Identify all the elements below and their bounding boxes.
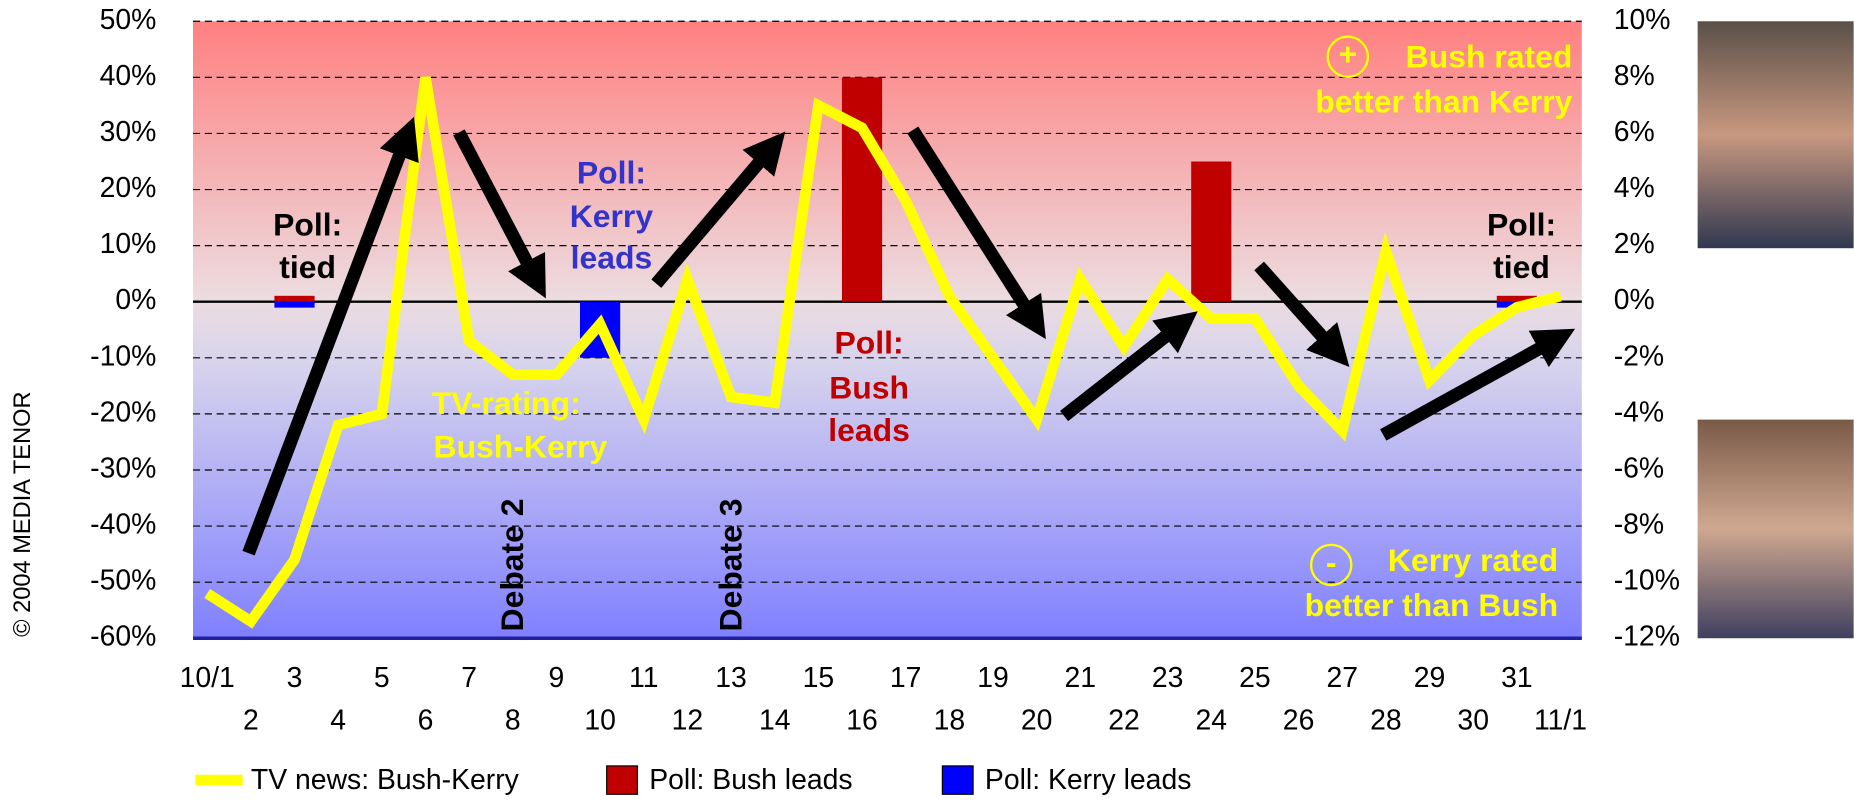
legend-label: Poll: Kerry leads <box>985 764 1191 796</box>
x-tick-label: 22 <box>1108 705 1140 737</box>
y-tick-label: 20% <box>100 172 157 204</box>
x-tick-label: 17 <box>890 662 922 694</box>
x-tick-label: 14 <box>759 705 791 737</box>
annotation: Bush-Kerry <box>434 429 608 465</box>
y2-tick-label: 0% <box>1614 284 1655 316</box>
y2-tick-label: 4% <box>1614 172 1655 204</box>
annotation: leads <box>571 239 653 275</box>
kerry-photo <box>1697 419 1854 639</box>
y2-tick-label: -8% <box>1614 509 1664 541</box>
x-tick-label: 23 <box>1152 662 1184 694</box>
annotation: Debate 3 <box>713 498 749 631</box>
y-tick-label: 50% <box>100 4 157 36</box>
x-tick-label: 9 <box>549 662 565 694</box>
annotation: Poll: <box>273 206 342 242</box>
x-tick-label: 21 <box>1065 662 1097 694</box>
y2-tick-label: -12% <box>1614 621 1680 653</box>
y2-tick-label: -6% <box>1614 452 1664 484</box>
y-tick-label: 40% <box>100 60 157 92</box>
annotation: Poll: <box>577 154 646 190</box>
y2-tick-label: 2% <box>1614 228 1655 260</box>
annotation: Kerry rated <box>1388 542 1558 578</box>
x-tick-label: 31 <box>1501 662 1533 694</box>
x-tick-label: 8 <box>505 705 521 737</box>
x-tick-label: 19 <box>977 662 1009 694</box>
annotation: better than Kerry <box>1315 83 1572 119</box>
x-tick-label: 10 <box>584 705 616 737</box>
x-tick-label: 13 <box>715 662 747 694</box>
y2-tick-label: 10% <box>1614 4 1671 36</box>
annotation: Kerry <box>570 198 654 234</box>
y-tick-label: 30% <box>100 116 157 148</box>
x-tick-label: 12 <box>672 705 704 737</box>
y-tick-label: -50% <box>90 565 156 597</box>
y-tick-label: -10% <box>90 340 156 372</box>
annotation: - <box>1326 544 1337 580</box>
bar <box>274 301 315 308</box>
x-tick-label: 11 <box>629 662 658 694</box>
bar <box>841 77 883 302</box>
y2-tick-label: 8% <box>1614 60 1655 92</box>
bar <box>1191 161 1232 302</box>
annotation: tied <box>1493 249 1550 285</box>
annotation: Bush rated <box>1406 39 1573 75</box>
sign-circle <box>1326 35 1370 79</box>
x-tick-label: 27 <box>1326 662 1358 694</box>
y-tick-label: -60% <box>90 621 156 653</box>
x-tick-label: 16 <box>846 705 878 737</box>
bush-photo <box>1697 21 1854 249</box>
y2-tick-label: -2% <box>1614 340 1664 372</box>
x-tick-label: 28 <box>1370 705 1402 737</box>
x-tick-label: 2 <box>243 705 259 737</box>
annotation: + <box>1338 36 1357 72</box>
y-tick-label: -20% <box>90 396 156 428</box>
x-tick-label: 5 <box>374 662 390 694</box>
annotation: Bush <box>829 369 909 405</box>
line-series <box>204 76 1562 629</box>
annotation: TV-rating: <box>432 385 581 421</box>
annotation: Debate 2 <box>494 498 530 631</box>
x-tick-label: 6 <box>418 705 434 737</box>
x-tick-label: 15 <box>803 662 835 694</box>
bar <box>1496 295 1537 302</box>
legend-label: TV news: Bush-Kerry <box>251 764 520 796</box>
legend-label: Poll: Bush leads <box>649 764 852 796</box>
x-tick-label: 20 <box>1021 705 1053 737</box>
legend-swatch <box>606 765 639 795</box>
x-tick-label: 10/1 <box>180 662 235 694</box>
copyright: © 2004 MEDIA TENOR <box>10 391 36 636</box>
annotation: leads <box>828 412 910 448</box>
annotation: Poll: <box>835 325 904 361</box>
y-tick-label: 10% <box>100 228 157 260</box>
x-tick-label: 25 <box>1239 662 1271 694</box>
legend-swatch <box>941 765 974 795</box>
x-tick-label: 4 <box>330 705 346 737</box>
x-tick-label: 29 <box>1414 662 1446 694</box>
annotation: Poll: <box>1487 206 1556 242</box>
sign-circle <box>1309 543 1353 587</box>
y-tick-label: -40% <box>90 509 156 541</box>
y2-tick-label: 6% <box>1614 116 1655 148</box>
y2-tick-label: -10% <box>1614 565 1680 597</box>
x-tick-label: 24 <box>1196 705 1228 737</box>
y2-tick-label: -4% <box>1614 396 1664 428</box>
annotation: better than Bush <box>1305 587 1559 623</box>
x-tick-label: 30 <box>1457 705 1489 737</box>
trend-arrows <box>242 116 1576 556</box>
x-tick-label: 7 <box>461 662 477 694</box>
annotation: tied <box>279 249 336 285</box>
x-tick-label: 26 <box>1283 705 1315 737</box>
x-tick-label: 11/1 <box>1534 705 1587 737</box>
x-tick-label: 3 <box>287 662 303 694</box>
y-tick-label: 0% <box>115 284 156 316</box>
y-tick-label: -30% <box>90 452 156 484</box>
bar <box>274 295 315 302</box>
x-tick-label: 18 <box>934 705 966 737</box>
